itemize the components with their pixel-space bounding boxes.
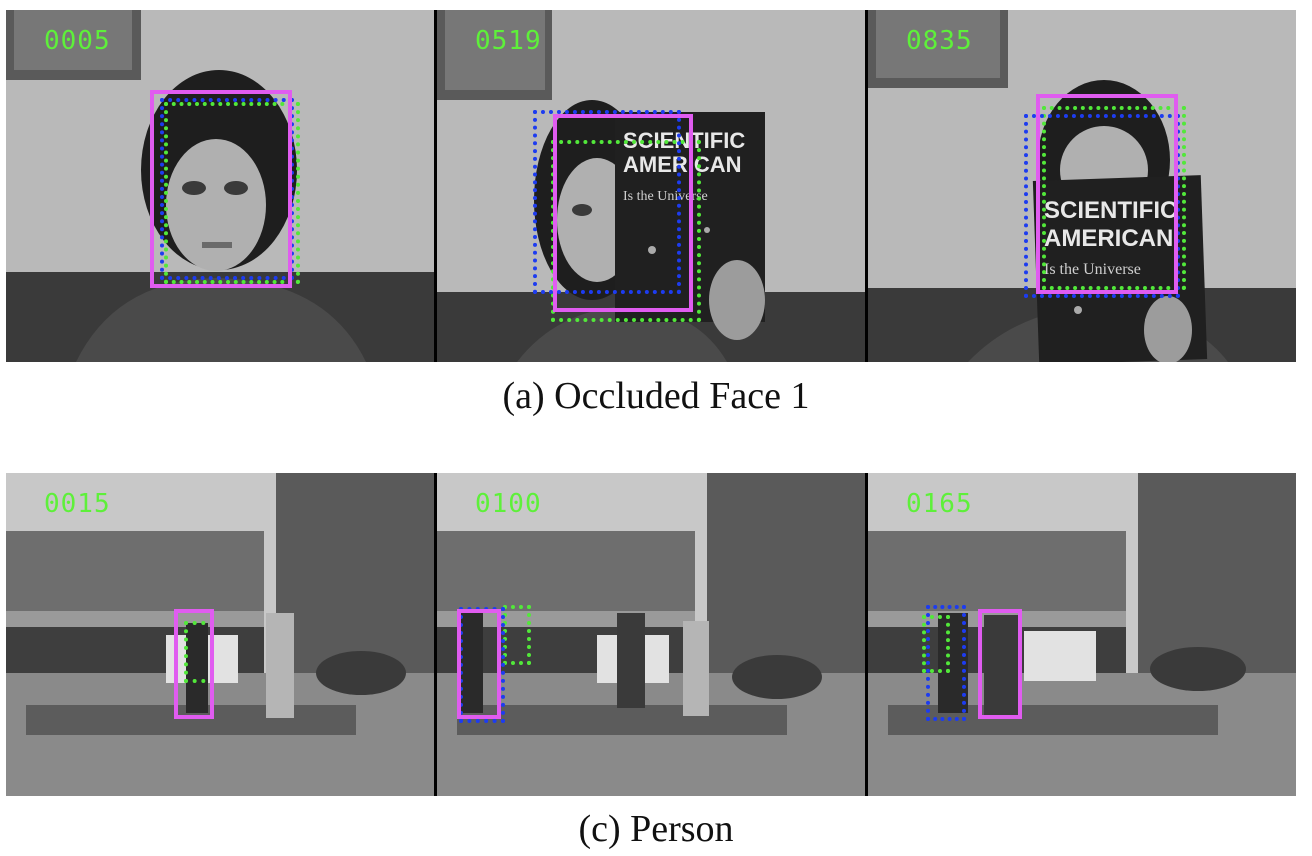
face-frame-0519: SCIENTIFIC AMERICAN Is the Universe 0519 (437, 10, 865, 362)
face-scene-image: SCIENTIFIC AMERICAN Is the Universe (868, 10, 1296, 362)
magazine-title-line1: SCIENTIFIC (1044, 197, 1177, 224)
person-frame-0015: 0015 (6, 473, 434, 796)
magazine-subtitle: Is the Universe (623, 189, 708, 204)
frame-number-label: 0015 (44, 489, 111, 519)
magenta-tracking-box (553, 114, 693, 312)
occluded-face-strip: 0005 SCIENTIFIC AMERICAN Is the Universe… (6, 10, 1296, 362)
person-frame-0165: 0165 (868, 473, 1296, 796)
blue-tracking-box (160, 98, 294, 280)
magazine-subtitle: Is the Universe (1044, 261, 1141, 278)
blue-tracking-box (926, 605, 966, 721)
panel-caption-occluded-face: (a) Occluded Face 1 (502, 375, 810, 417)
green-tracking-box (1042, 106, 1186, 290)
courtyard-scene-image (6, 473, 434, 796)
magenta-tracking-box (174, 609, 214, 719)
blue-tracking-box (1024, 114, 1180, 298)
face-frame-0835: SCIENTIFIC AMERICAN Is the Universe 0835 (868, 10, 1296, 362)
blue-tracking-box (533, 110, 681, 294)
frame-number-label: 0165 (906, 489, 973, 519)
frame-number-label: 0835 (906, 26, 973, 56)
frame-number-label: 0005 (44, 26, 111, 56)
person-frame-0100: 0100 (437, 473, 865, 796)
green-tracking-box (164, 102, 300, 284)
frame-number-label: 0100 (475, 489, 542, 519)
green-tracking-box (503, 605, 531, 665)
courtyard-scene-image (868, 473, 1296, 796)
panel-caption-person: (c) Person (578, 808, 734, 850)
magenta-tracking-box (978, 609, 1022, 719)
magenta-tracking-box (150, 90, 292, 288)
person-strip: 0015 0100 (6, 473, 1296, 796)
magenta-tracking-box (457, 609, 501, 719)
face-frame-0005: 0005 (6, 10, 434, 362)
magazine-title-line2: AMERICAN (623, 152, 742, 177)
frame-number-label: 0519 (475, 26, 542, 56)
magazine-title-line2: AMERICAN (1044, 225, 1173, 252)
magenta-tracking-box (1036, 94, 1178, 294)
green-tracking-box (922, 615, 950, 673)
